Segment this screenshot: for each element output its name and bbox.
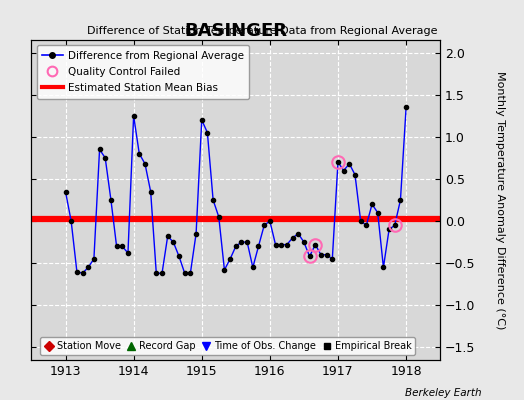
Title: BASINGER: BASINGER <box>184 22 287 40</box>
Text: Difference of Station Temperature Data from Regional Average: Difference of Station Temperature Data f… <box>87 26 437 36</box>
Y-axis label: Monthly Temperature Anomaly Difference (°C): Monthly Temperature Anomaly Difference (… <box>495 71 505 329</box>
Legend: Station Move, Record Gap, Time of Obs. Change, Empirical Break: Station Move, Record Gap, Time of Obs. C… <box>40 337 415 355</box>
Text: Berkeley Earth: Berkeley Earth <box>406 388 482 398</box>
